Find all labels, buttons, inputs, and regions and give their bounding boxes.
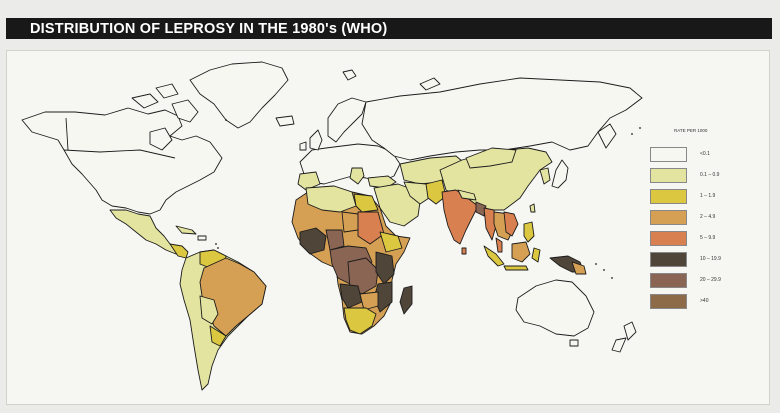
region-taiwan xyxy=(529,203,536,213)
region-sudan xyxy=(357,211,385,245)
region-iberia xyxy=(297,171,321,191)
region-south-cone xyxy=(209,325,227,347)
island-dot xyxy=(611,277,613,279)
region-southern-africa xyxy=(343,307,377,335)
region-novaya-zemlya xyxy=(419,77,441,91)
region-north-america xyxy=(21,107,223,215)
region-scandinavia xyxy=(327,97,367,143)
region-chad xyxy=(341,211,359,233)
region-ireland xyxy=(299,141,307,151)
legend-label: 0.1 – 0.9 xyxy=(700,172,720,178)
region-madagascar xyxy=(399,285,413,315)
region-korea xyxy=(539,167,551,185)
legend-item: >40 xyxy=(650,294,742,310)
region-greenland xyxy=(189,61,289,129)
region-philippines xyxy=(523,221,535,243)
legend-item: 1 – 1.9 xyxy=(650,189,742,205)
legend-swatch xyxy=(650,147,687,162)
region-bolivia-paraguay xyxy=(199,295,219,325)
region-japan xyxy=(551,159,569,189)
region-sumatra xyxy=(483,245,505,267)
map-legend: RATE PER 1000 <0.1 0.1 – 0.9 1 – 1.9 2 –… xyxy=(650,127,742,312)
legend-item: 10 – 19.9 xyxy=(650,252,742,268)
region-balkans xyxy=(349,167,365,185)
region-new-zealand-south xyxy=(611,337,627,353)
legend-item: 2 – 4.9 xyxy=(650,210,742,226)
region-alaska-border xyxy=(65,117,69,151)
island-dot xyxy=(595,263,597,265)
region-west-africa xyxy=(299,227,327,255)
region-burma xyxy=(483,207,497,241)
legend-swatch xyxy=(650,252,687,267)
region-iceland xyxy=(275,115,295,127)
region-north-africa xyxy=(305,185,357,213)
region-borneo xyxy=(511,241,531,263)
island-dot xyxy=(215,243,217,245)
region-egypt xyxy=(353,193,379,213)
region-uk xyxy=(309,129,323,151)
legend-swatch xyxy=(650,231,687,246)
region-cuba xyxy=(175,225,197,235)
region-pakistan xyxy=(425,179,447,205)
legend-item: 5 – 9.9 xyxy=(650,231,742,247)
legend-item: 20 – 29.9 xyxy=(650,273,742,289)
region-arctic-island-2 xyxy=(155,83,179,99)
map-title: DISTRIBUTION OF LEPROSY IN THE 1980's (W… xyxy=(30,21,388,37)
region-png-east xyxy=(571,261,587,275)
region-zambia-zimbabwe xyxy=(359,291,379,311)
region-middle-east xyxy=(373,183,421,227)
region-east-africa xyxy=(375,251,395,285)
legend-swatch xyxy=(650,210,687,225)
legend-label: 20 – 29.9 xyxy=(700,277,721,283)
island-dot xyxy=(603,269,605,271)
region-nigeria xyxy=(325,229,345,251)
legend-label: >40 xyxy=(700,298,709,304)
region-nepal xyxy=(457,189,477,201)
legend-label: <0.1 xyxy=(700,151,710,157)
region-java xyxy=(503,265,529,271)
region-kamchatka xyxy=(597,123,617,149)
legend-item: 0.1 – 0.9 xyxy=(650,168,742,184)
legend-swatch xyxy=(650,168,687,183)
region-arctic-island-1 xyxy=(131,93,159,109)
region-tasmania xyxy=(569,339,579,347)
island-dot xyxy=(225,119,227,121)
legend-label: 5 – 9.9 xyxy=(700,235,716,241)
region-baffin xyxy=(171,99,199,123)
region-australia xyxy=(515,279,595,337)
region-angola xyxy=(339,283,363,309)
region-malay-peninsula xyxy=(495,237,503,253)
region-mongolia xyxy=(465,147,517,169)
region-sri-lanka xyxy=(461,247,467,255)
region-russia xyxy=(361,77,643,161)
legend-label: 10 – 19.9 xyxy=(700,256,721,262)
region-central-america xyxy=(169,243,189,259)
region-sulawesi xyxy=(531,247,541,263)
island-dot xyxy=(639,127,641,129)
legend-swatch xyxy=(650,189,687,204)
region-us-canada-border xyxy=(63,149,176,159)
region-iran xyxy=(403,181,433,205)
legend-swatch xyxy=(650,294,687,309)
region-mexico xyxy=(109,209,179,255)
region-ethiopia xyxy=(379,231,403,253)
legend-label: 1 – 1.9 xyxy=(700,193,716,199)
region-new-zealand-north xyxy=(623,321,637,341)
region-hudson-bay xyxy=(149,127,173,151)
legend-swatch xyxy=(650,273,687,288)
region-bangladesh xyxy=(475,201,487,217)
legend-label: 2 – 4.9 xyxy=(700,214,716,220)
legend-title: RATE PER 1000 xyxy=(674,128,708,133)
region-vietnam xyxy=(503,211,519,237)
island-dot xyxy=(631,133,633,135)
region-hispaniola xyxy=(197,235,207,241)
legend-item: <0.1 xyxy=(650,147,742,163)
region-svalbard xyxy=(342,69,357,81)
island-dot xyxy=(217,247,219,249)
title-bar: DISTRIBUTION OF LEPROSY IN THE 1980's (W… xyxy=(6,18,772,39)
